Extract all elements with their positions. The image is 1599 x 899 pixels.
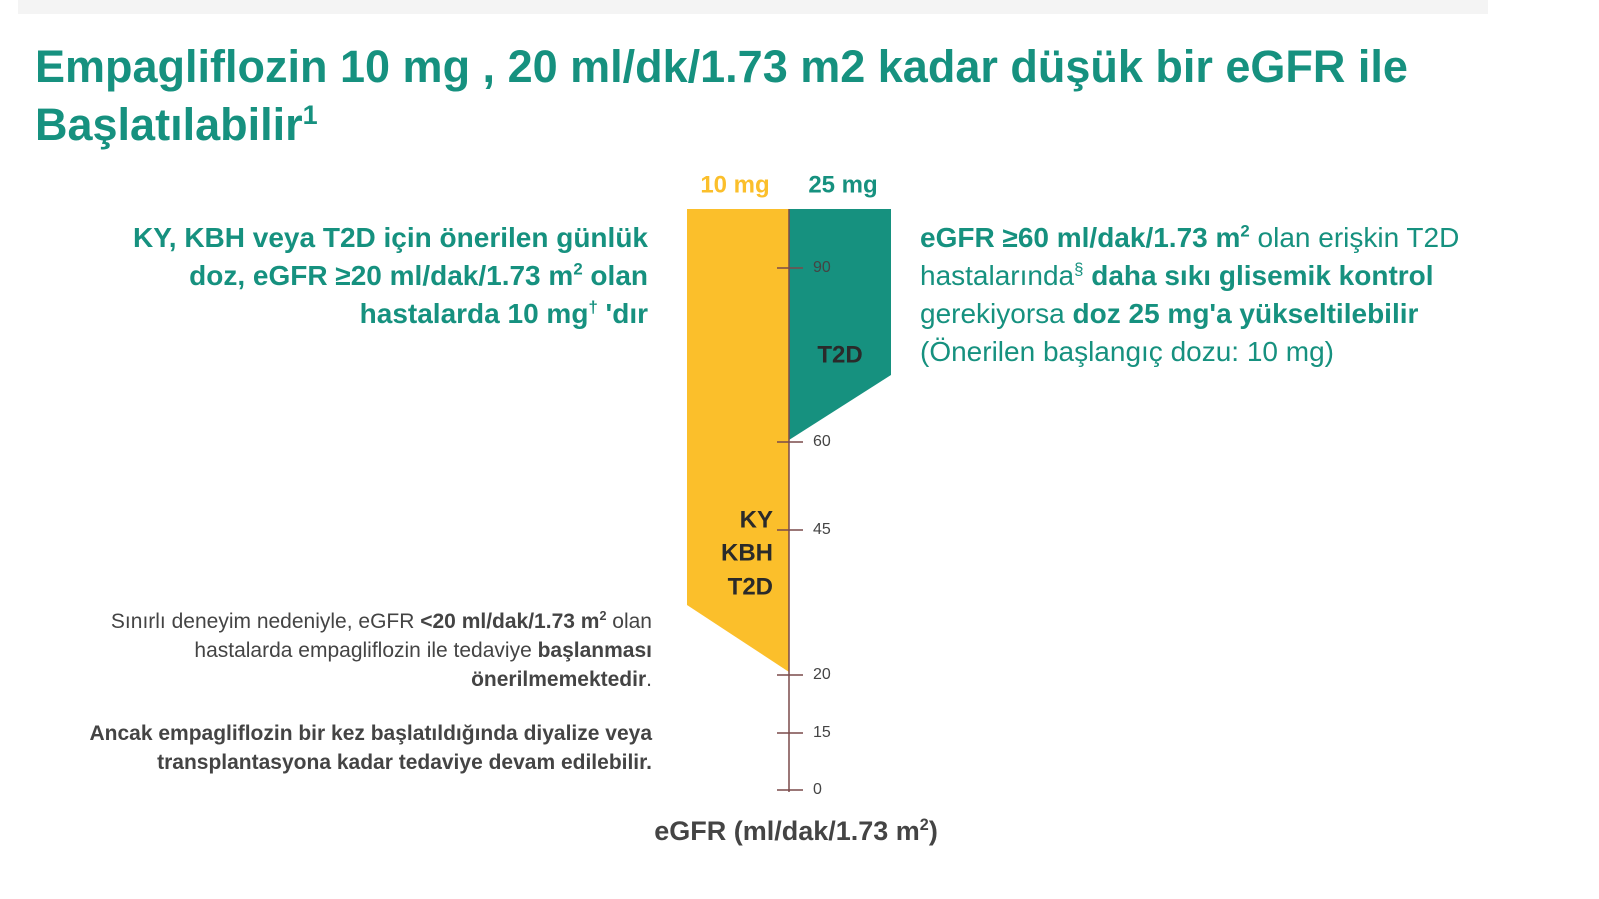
band-label: KBH bbox=[721, 539, 773, 566]
dose-label: 10 mg bbox=[700, 171, 769, 198]
text: eGFR ≥60 ml/dak/1.73 m bbox=[920, 222, 1241, 253]
dose-25-band bbox=[789, 209, 891, 440]
right-text: eGFR ≥60 ml/dak/1.73 m2 olan erişkin T2D… bbox=[920, 219, 1480, 371]
text: olan hastalarda empagliflozin ile tedavi… bbox=[194, 610, 652, 662]
sup: † bbox=[588, 297, 598, 317]
title: Empagliflozin 10 mg , 20 ml/dk/1.73 m2 k… bbox=[35, 38, 1555, 154]
band-label: T2D bbox=[817, 341, 862, 368]
text: eGFR (ml/dak/1.73 m bbox=[654, 816, 920, 846]
text: (Önerilen başlangıç dozu: 10 mg) bbox=[920, 336, 1334, 367]
title-footnote: 1 bbox=[302, 100, 318, 130]
text: Sınırlı deneyim nedeniyle, eGFR bbox=[110, 610, 421, 633]
text: gerekiyorsa bbox=[920, 298, 1073, 329]
text: olan erişkin T2D hastalarında bbox=[920, 222, 1460, 291]
tick-label: 45 bbox=[813, 521, 831, 538]
band-label: KY bbox=[740, 506, 773, 533]
sup: 2 bbox=[1240, 221, 1250, 241]
tick-label: 60 bbox=[813, 433, 831, 450]
note-2: Ancak empagliflozin bir kez başlatıldığı… bbox=[89, 722, 652, 774]
text: . bbox=[646, 668, 652, 691]
sup: 2 bbox=[573, 259, 583, 279]
text: ) bbox=[928, 816, 938, 846]
left-text: KY, KBH veya T2D için önerilen günlük do… bbox=[100, 219, 648, 333]
note-1: Sınırlı deneyim nedeniyle, eGFR <20 ml/d… bbox=[20, 607, 652, 694]
text: <20 ml/dak/1.73 m bbox=[420, 610, 600, 633]
text: KY, KBH veya T2D için önerilen günlük do… bbox=[132, 222, 648, 291]
sup: 2 bbox=[919, 816, 929, 834]
text: 'dır bbox=[597, 298, 648, 329]
text: başlanması önerilmemektedir bbox=[471, 639, 652, 691]
top-strip bbox=[18, 0, 1488, 14]
band-label: T2D bbox=[728, 573, 773, 600]
axis-label: eGFR (ml/dak/1.73 m2) bbox=[596, 816, 996, 847]
text: olan hastalarda 10 mg bbox=[359, 260, 648, 329]
tick-label: 15 bbox=[813, 724, 831, 741]
text: doz 25 mg'a yükseltilebilir bbox=[1072, 298, 1419, 329]
text: daha sıkı glisemik kontrol bbox=[1083, 260, 1434, 291]
title-text: Empagliflozin 10 mg , 20 ml/dk/1.73 m2 k… bbox=[35, 41, 1408, 150]
dose-10-band bbox=[687, 209, 789, 672]
tick-label: 20 bbox=[813, 666, 831, 683]
sup: § bbox=[1074, 259, 1084, 279]
dose-label: 25 mg bbox=[808, 171, 877, 198]
sup: 2 bbox=[599, 609, 607, 623]
tick-label: 90 bbox=[813, 259, 831, 276]
tick-label: 0 bbox=[813, 781, 822, 798]
